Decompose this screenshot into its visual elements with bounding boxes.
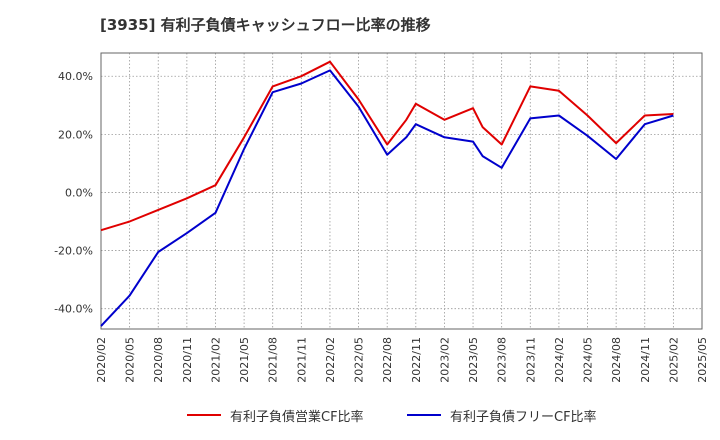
- legend-swatch-blue: [407, 414, 441, 416]
- y-tick-label: 0.0%: [65, 186, 93, 199]
- legend-item-free-cf: 有利子負債フリーCF比率: [407, 404, 597, 426]
- y-tick-label: 40.0%: [58, 70, 93, 83]
- x-tick-label: 2022/02: [324, 337, 337, 383]
- x-tick-label: 2025/02: [667, 337, 680, 383]
- legend-item-operating-cf: 有利子負債営業CF比率: [187, 404, 364, 426]
- legend-label-operating-cf: 有利子負債営業CF比率: [230, 409, 364, 425]
- x-tick-label: 2024/05: [582, 337, 595, 383]
- x-tick-label: 2021/11: [295, 337, 308, 383]
- x-tick-label: 2023/02: [438, 337, 451, 383]
- x-tick-label: 2020/05: [124, 337, 137, 383]
- x-tick-label: 2022/08: [381, 337, 394, 383]
- x-tick-label: 2024/02: [553, 337, 566, 383]
- x-tick-label: 2022/11: [410, 337, 423, 383]
- x-tick-label: 2021/05: [238, 337, 251, 383]
- x-tick-label: 2023/08: [496, 337, 509, 383]
- x-tick-label: 2020/02: [95, 337, 108, 383]
- y-axis-ticks: -40.0% -20.0% 0.0% 20.0% 40.0%: [54, 70, 93, 315]
- x-tick-label: 2023/11: [524, 337, 537, 383]
- grid-lines: [100, 53, 703, 329]
- legend-label-free-cf: 有利子負債フリーCF比率: [450, 409, 597, 425]
- y-tick-label: -20.0%: [54, 245, 93, 258]
- x-tick-label: 2024/11: [639, 337, 652, 383]
- series-layer: [100, 60, 674, 327]
- y-tick-label: -40.0%: [54, 303, 93, 316]
- plot-frame: [100, 52, 703, 330]
- x-tick-label: 2022/05: [353, 337, 366, 383]
- y-tick-label: 20.0%: [58, 128, 93, 141]
- x-tick-label: 2024/08: [610, 337, 623, 383]
- legend: 有利子負債営業CF比率 有利子負債フリーCF比率: [0, 404, 720, 428]
- x-tick-label: 2020/08: [152, 337, 165, 383]
- x-tick-label: 2023/05: [467, 337, 480, 383]
- x-tick-label: 2025/05: [696, 337, 709, 383]
- x-tick-label: 2021/08: [267, 337, 280, 383]
- x-axis-ticks: 2020/02 2020/05 2020/08 2020/11 2021/02 2021/…: [95, 337, 709, 383]
- chart-title: [3935] 有利子負債キャッシュフロー比率の推移: [100, 16, 431, 34]
- x-tick-label: 2021/02: [209, 337, 222, 383]
- legend-swatch-red: [187, 414, 221, 416]
- x-tick-label: 2020/11: [181, 337, 194, 383]
